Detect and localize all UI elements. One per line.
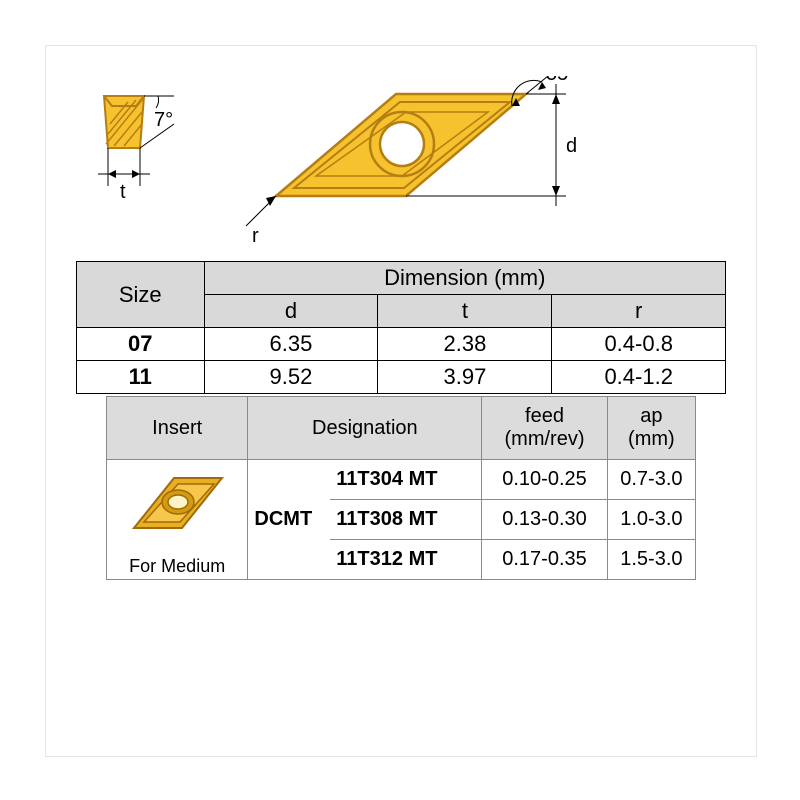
size-header: Size: [77, 262, 205, 328]
cell: 2.38: [378, 328, 552, 361]
table-row: 07 6.35 2.38 0.4-0.8: [77, 328, 726, 361]
t-label: t: [120, 181, 126, 203]
table-row: For Medium DCMT 11T304 MT 0.10-0.25 0.7-…: [107, 460, 696, 500]
angle-7-label: 7°: [154, 109, 173, 131]
cell: 3.97: [378, 361, 552, 394]
insert-header: Insert: [107, 397, 248, 460]
cell: 0.7-3.0: [607, 460, 695, 500]
table-row: 11 9.52 3.97 0.4-1.2: [77, 361, 726, 394]
col-t: t: [378, 295, 552, 328]
ap-header: ap (mm): [607, 397, 695, 460]
cell: 0.17-0.35: [482, 540, 607, 580]
cell: 9.52: [204, 361, 378, 394]
col-r: r: [552, 295, 726, 328]
cell: 0.10-0.25: [482, 460, 607, 500]
d-label: d: [566, 135, 577, 157]
angle-55-label: 55°: [546, 76, 576, 85]
insert-thumbnail-icon: [122, 466, 232, 546]
designation-code: 11T312 MT: [330, 540, 482, 580]
insert-caption: For Medium: [113, 556, 241, 577]
cell: 0.13-0.30: [482, 500, 607, 540]
designation-prefix: DCMT: [248, 460, 330, 580]
size-07: 07: [77, 328, 205, 361]
spec-table: Insert Designation feed (mm/rev) ap (mm)…: [106, 396, 696, 580]
r-label: r: [252, 225, 259, 246]
cell: 0.4-0.8: [552, 328, 726, 361]
designation-code: 11T308 MT: [330, 500, 482, 540]
designation-code: 11T304 MT: [330, 460, 482, 500]
size-11: 11: [77, 361, 205, 394]
cell: 1.0-3.0: [607, 500, 695, 540]
col-d: d: [204, 295, 378, 328]
feed-header: feed (mm/rev): [482, 397, 607, 460]
insert-image-cell: For Medium: [107, 460, 248, 580]
dimension-table: Size Dimension (mm) d t r 07 6.35 2.38 0…: [76, 261, 726, 394]
side-view-icon: 7° t: [96, 86, 236, 236]
page-frame: 7° t 55°: [45, 45, 757, 757]
cell: 1.5-3.0: [607, 540, 695, 580]
table-row: Insert Designation feed (mm/rev) ap (mm): [107, 397, 696, 460]
cell: 6.35: [204, 328, 378, 361]
dimension-header: Dimension (mm): [204, 262, 726, 295]
insert-diagram: 7° t 55°: [86, 76, 606, 246]
table-row: Size Dimension (mm): [77, 262, 726, 295]
designation-header: Designation: [248, 397, 482, 460]
top-view-icon: 55° d r: [226, 76, 606, 246]
cell: 0.4-1.2: [552, 361, 726, 394]
